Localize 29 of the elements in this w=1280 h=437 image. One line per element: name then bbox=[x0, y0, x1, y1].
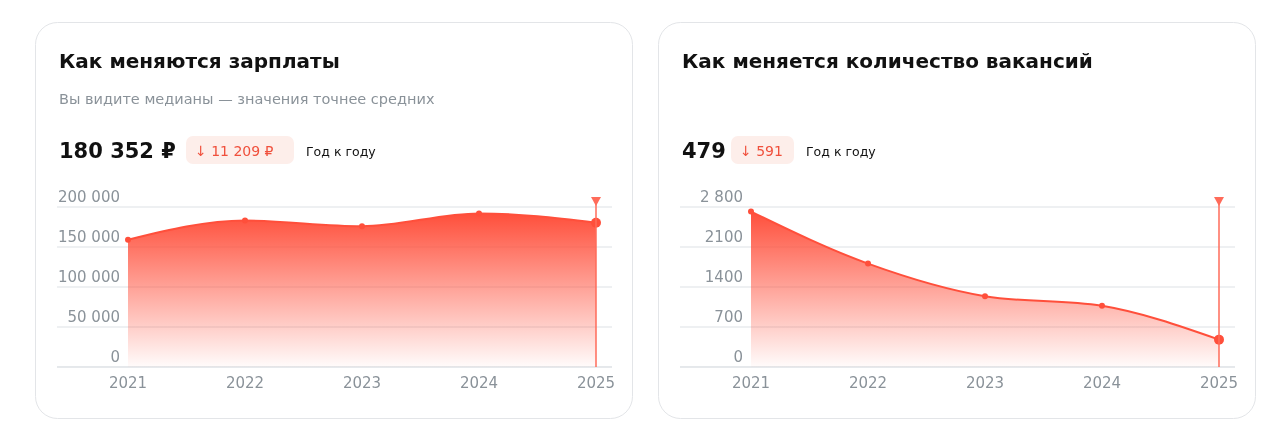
x-tick-label: 2022 bbox=[848, 374, 888, 392]
y-tick-label: 50 000 bbox=[67, 308, 120, 326]
chart-title: Как меняются зарплаты bbox=[59, 49, 340, 73]
y-tick-label: 2100 bbox=[704, 228, 743, 246]
x-tick-label: 2021 bbox=[108, 374, 148, 392]
y-tick-label: 1400 bbox=[704, 268, 743, 286]
y-tick-label: 0 bbox=[110, 348, 120, 366]
y-tick-label: 100 000 bbox=[57, 268, 120, 286]
x-tick-label: 2023 bbox=[342, 374, 382, 392]
x-tick-label: 2024 bbox=[459, 374, 499, 392]
x-tick-label: 2022 bbox=[225, 374, 265, 392]
text: Год к году bbox=[806, 144, 877, 159]
y-tick-label: 2 800 bbox=[700, 188, 743, 206]
x-tick-label: 2021 bbox=[731, 374, 771, 392]
x-tick-label: 2023 bbox=[965, 374, 1005, 392]
x-tick-label: 2025 bbox=[1199, 374, 1239, 392]
x-tick-label: 2025 bbox=[576, 374, 616, 392]
y-tick-label: 0 bbox=[733, 348, 743, 366]
x-tick-label: 2024 bbox=[1082, 374, 1122, 392]
y-tick-label: 150 000 bbox=[57, 228, 120, 246]
y-tick-label: 200 000 bbox=[57, 188, 120, 206]
text: ↓ 591 bbox=[740, 143, 783, 159]
text: 180 352 ₽ bbox=[59, 139, 176, 163]
text: Год к году bbox=[306, 144, 377, 159]
chart-title: Как меняется количество вакансий bbox=[682, 49, 1093, 73]
text: 479 bbox=[682, 139, 726, 163]
text: ↓ 11 209 ₽ bbox=[195, 143, 274, 159]
y-tick-label: 700 bbox=[714, 308, 743, 326]
chart-subtitle: Вы видите медианы — значения точнее средних bbox=[59, 91, 435, 107]
